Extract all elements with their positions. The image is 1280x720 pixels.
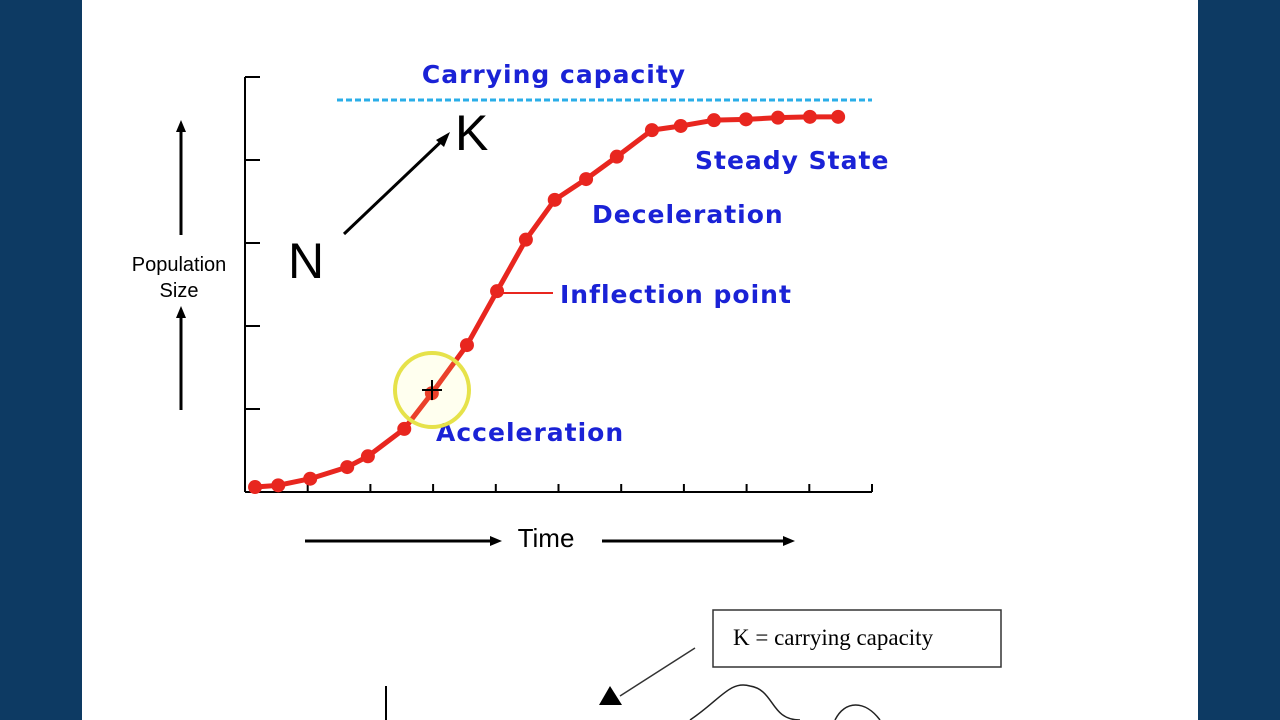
data-point <box>706 113 721 128</box>
data-point <box>547 192 562 207</box>
arrow <box>342 135 448 236</box>
annotation: Steady State <box>695 146 889 175</box>
arrow-head <box>490 536 502 546</box>
data-point <box>579 172 594 187</box>
data-point <box>490 284 505 299</box>
triangle <box>599 686 622 705</box>
annotation: K <box>455 105 488 161</box>
data-point <box>459 338 474 353</box>
note-text: K = carrying capacity <box>733 625 934 650</box>
sketch-curve <box>689 684 881 720</box>
data-point <box>303 471 318 486</box>
annotation: Inflection point <box>560 280 792 309</box>
data-point <box>397 421 412 436</box>
data-point <box>518 232 533 247</box>
annotation: Acceleration <box>436 418 624 447</box>
data-point <box>770 110 785 125</box>
arrow-head <box>176 120 186 132</box>
data-point <box>831 109 846 124</box>
arrow-head <box>436 132 450 147</box>
note-box <box>712 609 1002 668</box>
data-point <box>802 109 817 124</box>
data-point <box>248 480 263 495</box>
page <box>82 0 1198 720</box>
arrow-head <box>783 536 795 546</box>
data-point <box>609 149 624 164</box>
data-point <box>360 449 375 464</box>
arrow <box>619 647 696 697</box>
data-point <box>673 118 688 133</box>
plot <box>244 76 873 495</box>
arrow-head <box>176 306 186 318</box>
data-point <box>738 112 753 127</box>
data-point <box>340 460 355 475</box>
y-label: Size <box>160 280 199 302</box>
annotation: Deceleration <box>592 200 784 229</box>
data-point <box>644 123 659 138</box>
y-label: Population <box>132 254 227 276</box>
annotation: Carrying capacity <box>422 60 686 89</box>
cursor <box>422 380 442 400</box>
x-label: Time <box>518 523 575 553</box>
annotation: N <box>288 233 324 289</box>
data-point <box>271 478 286 493</box>
